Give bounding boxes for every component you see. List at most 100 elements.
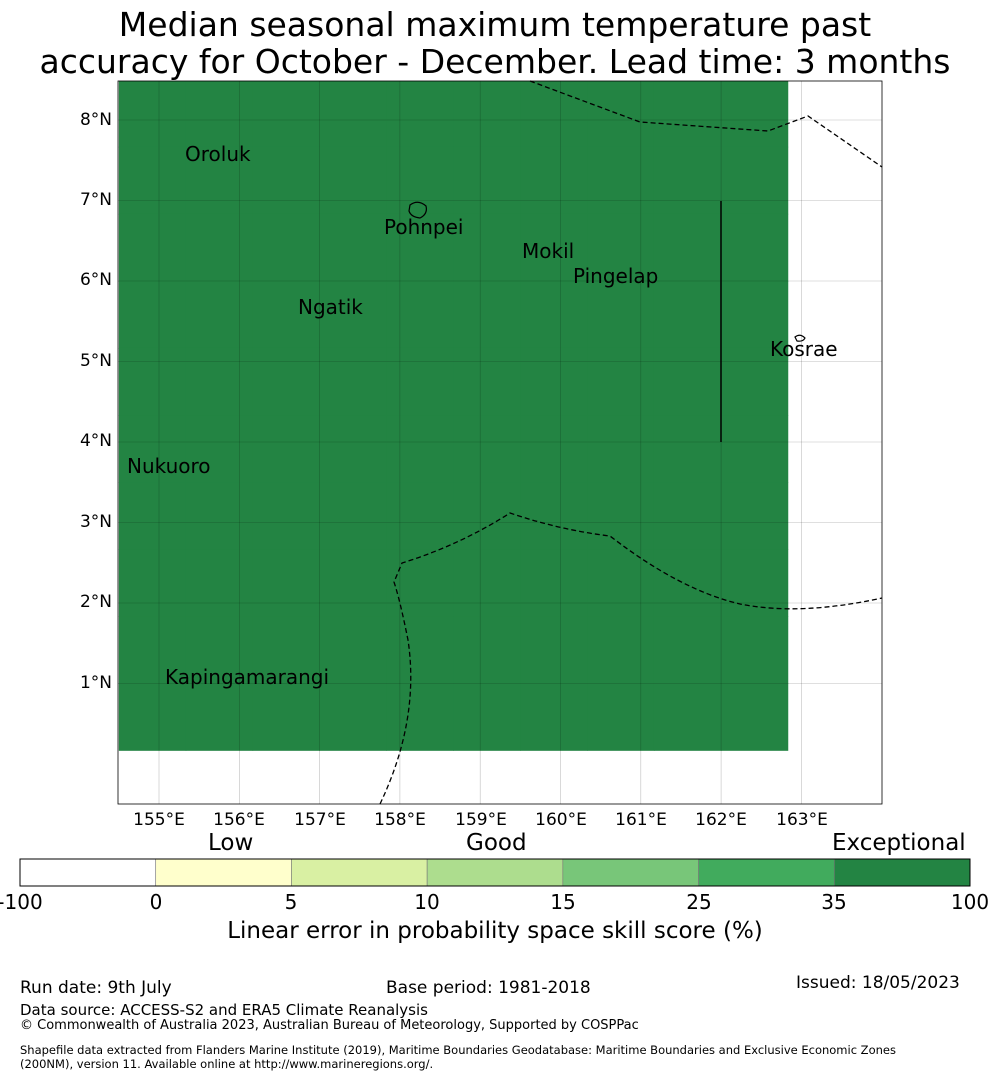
skill-cell bbox=[587, 549, 655, 617]
skill-cell bbox=[185, 146, 254, 215]
skill-cell bbox=[653, 146, 722, 215]
colorbar-tick: 5 bbox=[284, 890, 298, 914]
skill-cell bbox=[653, 347, 722, 416]
skill-cell bbox=[252, 213, 321, 282]
skill-cell bbox=[185, 280, 254, 349]
colorbar-segment bbox=[698, 858, 835, 887]
skill-cell bbox=[520, 415, 588, 483]
skill-cell bbox=[118, 482, 187, 550]
skill-cell bbox=[587, 482, 655, 550]
colorbar-frame bbox=[19, 858, 971, 887]
skill-cell bbox=[319, 549, 387, 617]
lat-label: 3°N bbox=[79, 512, 112, 532]
lat-label: 7°N bbox=[79, 190, 112, 210]
skill-cell bbox=[720, 146, 789, 215]
skill-cell bbox=[520, 146, 588, 215]
skill-cell bbox=[587, 415, 655, 483]
place-label-mokil: Mokil bbox=[522, 239, 575, 263]
colorbar-tick: 25 bbox=[686, 890, 712, 914]
lon-label: 163°E bbox=[776, 810, 828, 830]
skill-cell bbox=[185, 482, 254, 550]
lon-label: 159°E bbox=[455, 810, 507, 830]
data-source: Data source: ACCESS-S2 and ERA5 Climate … bbox=[20, 1001, 428, 1019]
colorbar-tick: 35 bbox=[821, 890, 847, 914]
copyright: © Commonwealth of Australia 2023, Austra… bbox=[20, 1018, 639, 1033]
skill-cell bbox=[720, 616, 789, 684]
skill-cell bbox=[386, 81, 454, 148]
shapefile-credit-line-1: Shapefile data extracted from Flanders M… bbox=[20, 1043, 896, 1057]
skill-cell bbox=[185, 347, 254, 416]
skill-cell bbox=[520, 549, 588, 617]
skill-cell bbox=[319, 146, 387, 215]
skill-cell bbox=[386, 213, 454, 282]
colorbar-segment bbox=[426, 858, 564, 887]
lon-label: 160°E bbox=[535, 810, 587, 830]
place-label-pingelap: Pingelap bbox=[573, 264, 659, 288]
skill-cell bbox=[118, 213, 187, 282]
skill-cell bbox=[386, 482, 454, 550]
lat-label: 2°N bbox=[79, 592, 112, 612]
colorbar-tick: 0 bbox=[149, 890, 163, 914]
place-label-oroluk: Oroluk bbox=[185, 142, 251, 166]
skill-cell bbox=[453, 683, 521, 751]
category-label-low: Low bbox=[208, 830, 254, 856]
skill-cell bbox=[319, 213, 387, 282]
skill-cell bbox=[252, 482, 321, 550]
skill-cell bbox=[520, 616, 588, 684]
island-outlines bbox=[408, 201, 806, 342]
skill-cell bbox=[386, 146, 454, 215]
skill-cell bbox=[587, 213, 655, 282]
issued-date: Issued: 18/05/2023 bbox=[796, 973, 960, 993]
skill-cell bbox=[653, 213, 722, 282]
skill-cell bbox=[118, 549, 187, 617]
skill-cell bbox=[653, 616, 722, 684]
skill-cell bbox=[386, 280, 454, 349]
skill-cell bbox=[453, 415, 521, 483]
colorbar-segment bbox=[833, 858, 971, 887]
category-label-good: Good bbox=[466, 830, 527, 856]
skill-cell bbox=[453, 347, 521, 416]
skill-cell bbox=[453, 549, 521, 617]
skill-cell bbox=[520, 81, 588, 148]
colorbar-tick: 10 bbox=[414, 890, 440, 914]
skill-cell bbox=[319, 81, 387, 148]
skill-cell bbox=[453, 280, 521, 349]
shapefile-credit-line-2: (200NM), version 11. Available online at… bbox=[20, 1057, 434, 1071]
colorbar-segment bbox=[19, 858, 157, 887]
skill-cell bbox=[587, 347, 655, 416]
lon-label: 161°E bbox=[615, 810, 667, 830]
skill-cell bbox=[653, 482, 722, 550]
skill-cell bbox=[185, 616, 254, 684]
base-period: Base period: 1981-2018 bbox=[386, 978, 591, 998]
lon-label: 155°E bbox=[133, 810, 185, 830]
skill-cell bbox=[453, 213, 521, 282]
lat-label: 1°N bbox=[79, 673, 112, 693]
title-line-1: Median seasonal maximum temperature past bbox=[118, 5, 872, 44]
skill-cell bbox=[319, 616, 387, 684]
colorbar-tick: -100 bbox=[0, 890, 43, 914]
skill-cell bbox=[185, 415, 254, 483]
lat-label: 8°N bbox=[79, 110, 112, 130]
skill-cell bbox=[118, 347, 187, 416]
skill-cell bbox=[386, 415, 454, 483]
map-frame bbox=[117, 80, 883, 805]
lon-label: 162°E bbox=[695, 810, 747, 830]
skill-cell bbox=[118, 415, 187, 483]
skill-cell bbox=[720, 549, 789, 617]
skill-cell bbox=[252, 616, 321, 684]
skill-cell bbox=[587, 146, 655, 215]
skill-cell bbox=[252, 549, 321, 617]
skill-grid bbox=[118, 81, 789, 751]
place-label-kosrae: Kosrae bbox=[770, 337, 838, 361]
skill-cell bbox=[118, 683, 187, 751]
title-line-2: accuracy for October - December. Lead ti… bbox=[39, 42, 951, 81]
skill-cell bbox=[520, 482, 588, 550]
skill-cell bbox=[653, 280, 722, 349]
skill-cell bbox=[386, 683, 454, 751]
skill-cell bbox=[520, 213, 588, 282]
skill-cell bbox=[653, 81, 722, 148]
skill-cell bbox=[720, 482, 789, 550]
skill-cell bbox=[587, 616, 655, 684]
skill-cell bbox=[386, 616, 454, 684]
